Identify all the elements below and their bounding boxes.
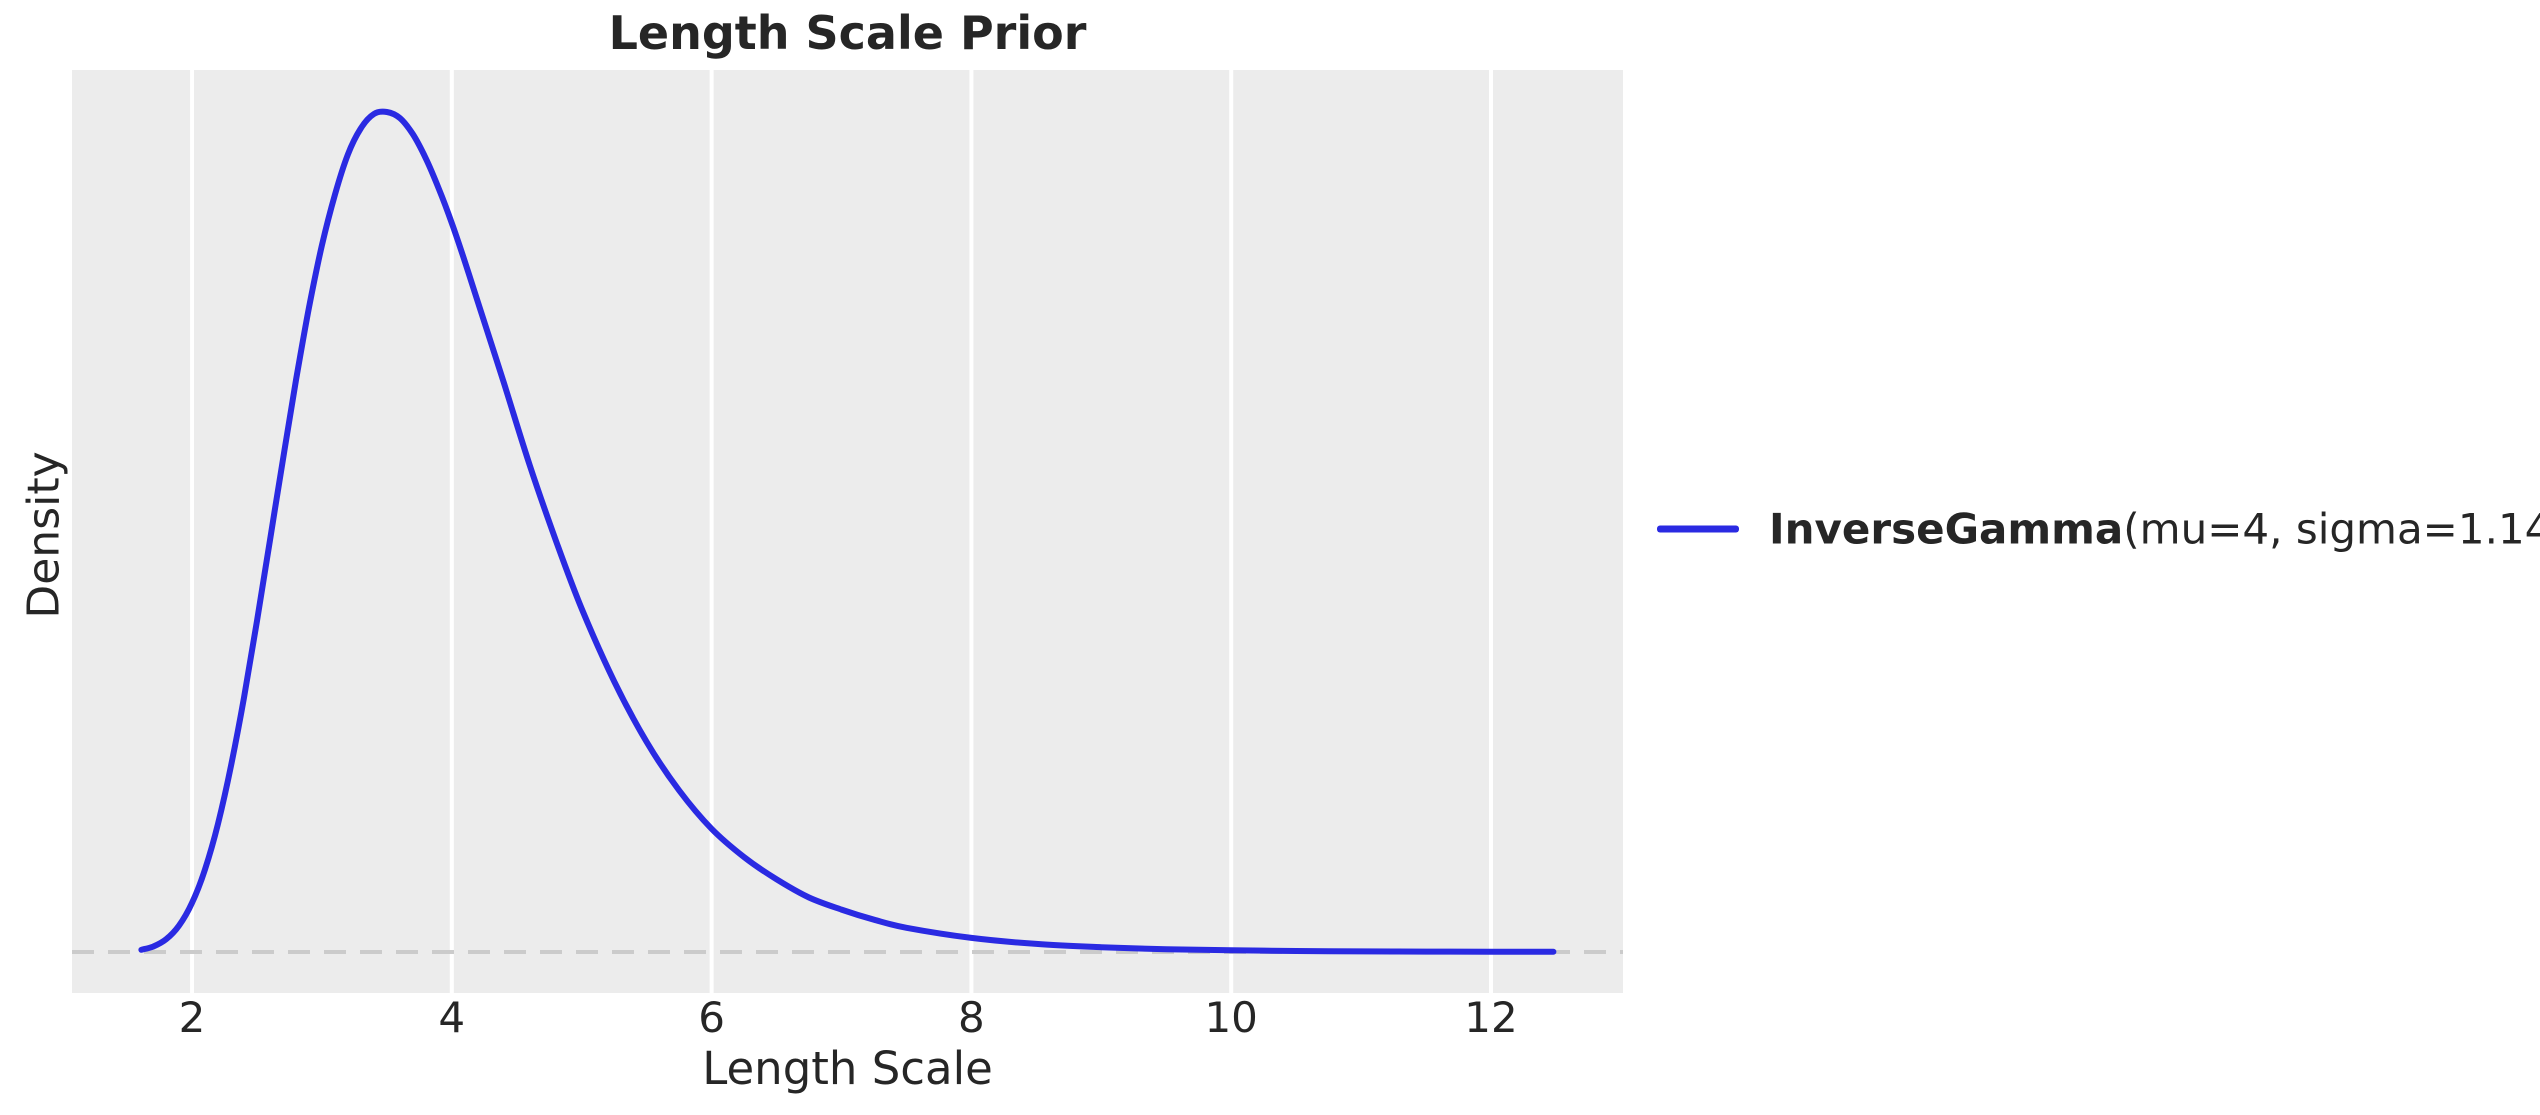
density-curve — [138, 108, 1557, 955]
y-axis-label: Density — [18, 451, 70, 619]
legend-label: InverseGamma(mu=4, sigma=1.14) — [1769, 505, 2540, 554]
x-tick-label-12: 12 — [1464, 993, 1518, 1042]
x-tick-label-10: 10 — [1204, 993, 1258, 1042]
x-tick-label-8: 8 — [958, 993, 985, 1042]
x-tick-label-4: 4 — [438, 993, 466, 1042]
legend-line-swatch — [1657, 525, 1739, 533]
chart-title: Length Scale Prior — [608, 6, 1087, 60]
legend: InverseGamma(mu=4, sigma=1.14) — [1657, 505, 2540, 554]
x-tick-label-6: 6 — [698, 993, 725, 1042]
legend-label-distribution: InverseGamma — [1769, 504, 2124, 554]
x-tick-label-2: 2 — [178, 993, 206, 1042]
legend-label-params: (mu=4, sigma=1.14) — [2123, 504, 2540, 554]
plot-background — [72, 70, 1623, 993]
x-axis-label: Length Scale — [702, 1042, 993, 1095]
